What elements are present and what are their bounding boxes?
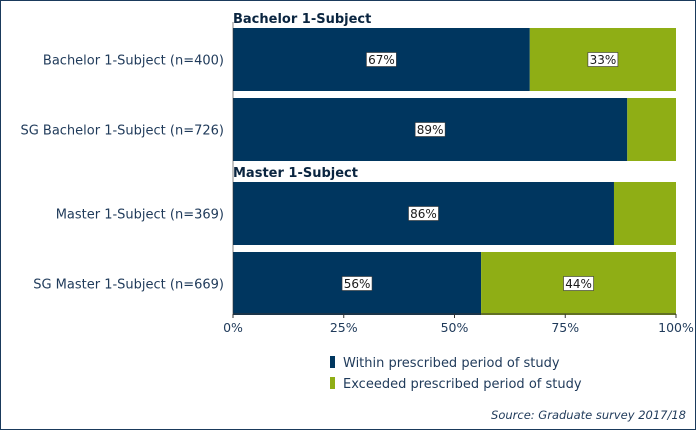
value-label-box	[408, 206, 439, 221]
value-label-box	[414, 122, 446, 137]
value-label: 67%	[368, 53, 395, 67]
legend-label: Exceeded prescribed period of study	[343, 377, 582, 392]
value-label: 33%	[590, 53, 617, 67]
value-label-box	[341, 276, 373, 291]
group-label: Master 1-Subject	[233, 166, 358, 181]
value-label: 89%	[417, 123, 444, 137]
category-label: SG Master 1-Subject (n=669)	[33, 278, 224, 293]
category-label: SG Bachelor 1-Subject (n=726)	[20, 124, 224, 139]
legend-swatch	[330, 377, 335, 389]
category-label: Bachelor 1-Subject (n=400)	[43, 54, 224, 69]
x-tick-label: 75%	[551, 320, 579, 335]
category-label: Master 1-Subject (n=369)	[56, 208, 224, 223]
x-axis: 0% 25% 50% 75% 100%	[223, 22, 694, 335]
value-label-box	[563, 276, 594, 291]
bars-layer	[233, 28, 676, 315]
bar-segment	[613, 182, 676, 245]
x-tick-label: 25%	[330, 320, 358, 335]
bar-segment	[627, 98, 676, 161]
x-tick-label: 50%	[441, 320, 469, 335]
value-label: 44%	[565, 277, 592, 291]
value-label: 56%	[344, 277, 371, 291]
x-tick-label: 100%	[658, 320, 694, 335]
group-label: Bachelor 1-Subject	[233, 12, 371, 27]
source-note: Source: Graduate survey 2017/18	[491, 408, 686, 422]
value-label-box	[587, 52, 619, 67]
legend: Within prescribed period of study Exceede…	[330, 356, 582, 392]
value-label: 86%	[410, 207, 437, 221]
legend-label: Within prescribed period of study	[343, 356, 560, 371]
legend-swatch	[330, 356, 335, 368]
labels-layer: Bachelor 1-Subject Master 1-Subject Bachel…	[20, 12, 619, 293]
x-tick-label: 0%	[223, 320, 243, 335]
value-label-box	[366, 52, 397, 67]
